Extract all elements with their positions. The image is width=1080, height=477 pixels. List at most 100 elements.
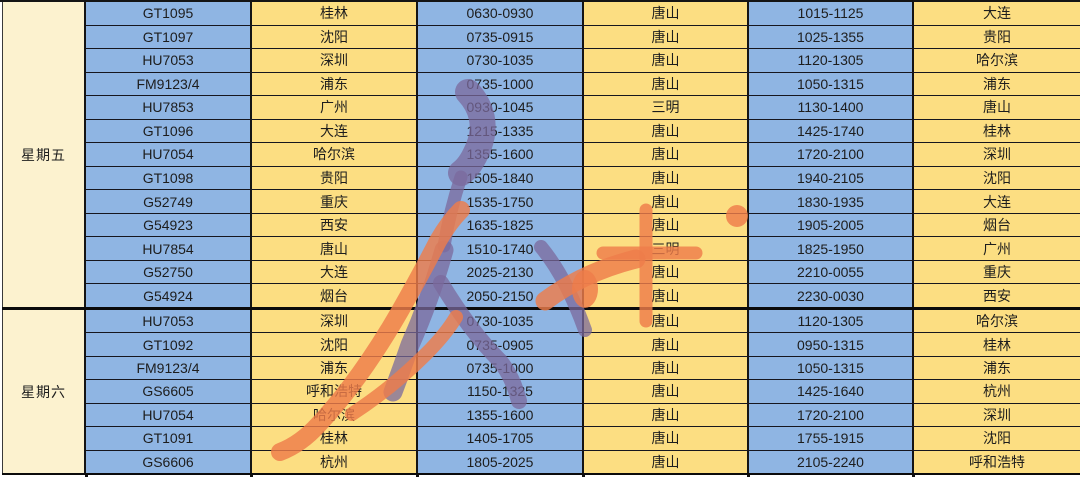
next-row-sliver <box>2 475 1080 477</box>
via-city-cell: 唐山 <box>584 166 749 190</box>
leg2-time-cell: 1425-1640 <box>749 380 914 403</box>
origin-city-cell: 桂林 <box>252 2 418 25</box>
table-row: FM9123/4 浦东 0735-1000 唐山 1050-1315 浦东 <box>86 356 1080 381</box>
destination-city-cell: 浦东 <box>914 356 1080 380</box>
via-city-cell: 三明 <box>584 237 749 260</box>
leg2-time-cell: 1050-1315 <box>749 72 914 96</box>
origin-city-cell: 烟台 <box>252 284 418 307</box>
via-city-cell: 唐山 <box>584 119 749 143</box>
flight-number-cell: HU7853 <box>86 96 252 119</box>
destination-city-cell: 沈阳 <box>914 166 1080 190</box>
leg2-time-cell: 1720-2100 <box>749 143 914 166</box>
flight-number-cell: GT1096 <box>86 119 252 143</box>
leg2-time-cell: 1755-1915 <box>749 427 914 450</box>
destination-city-cell: 深圳 <box>914 403 1080 427</box>
table-row: GT1096 大连 1215-1335 唐山 1425-1740 桂林 <box>86 119 1080 144</box>
leg2-time-cell: 1025-1355 <box>749 25 914 49</box>
origin-city-cell: 桂林 <box>252 427 418 450</box>
flight-number-cell: G54924 <box>86 284 252 307</box>
via-city-cell: 唐山 <box>584 450 749 473</box>
flight-number-cell: HU7854 <box>86 237 252 260</box>
leg1-time-cell: 0630-0930 <box>418 2 584 25</box>
via-city-cell: 唐山 <box>584 356 749 380</box>
saturday-group: 星期六 HU7053 深圳 0730-1035 唐山 1120-1305 哈尔滨… <box>2 310 1080 473</box>
destination-city-cell: 唐山 <box>914 96 1080 119</box>
destination-city-cell: 浦东 <box>914 72 1080 96</box>
table-row: GT1098 贵阳 1505-1840 唐山 1940-2105 沈阳 <box>86 166 1080 191</box>
via-city-cell: 唐山 <box>584 333 749 356</box>
origin-city-cell: 呼和浩特 <box>252 380 418 403</box>
leg1-time-cell: 1355-1600 <box>418 403 584 427</box>
via-city-cell: 唐山 <box>584 284 749 307</box>
table-row: G54923 西安 1635-1825 唐山 1905-2005 烟台 <box>86 213 1080 238</box>
leg2-time-cell: 1940-2105 <box>749 166 914 190</box>
origin-city-cell: 哈尔滨 <box>252 143 418 166</box>
leg2-time-cell: 1015-1125 <box>749 2 914 25</box>
via-city-cell: 唐山 <box>584 427 749 450</box>
destination-city-cell: 贵阳 <box>914 25 1080 49</box>
origin-city-cell: 深圳 <box>252 49 418 72</box>
leg1-time-cell: 1535-1750 <box>418 190 584 213</box>
flight-number-cell: G52749 <box>86 190 252 213</box>
table-row: HU7053 深圳 0730-1035 唐山 1120-1305 哈尔滨 <box>86 49 1080 73</box>
origin-city-cell: 沈阳 <box>252 333 418 356</box>
destination-city-cell: 杭州 <box>914 380 1080 403</box>
destination-city-cell: 哈尔滨 <box>914 310 1080 333</box>
leg1-time-cell: 0730-1035 <box>418 49 584 72</box>
leg1-time-cell: 0735-1000 <box>418 356 584 380</box>
leg1-time-cell: 1355-1600 <box>418 143 584 166</box>
via-city-cell: 唐山 <box>584 213 749 237</box>
leg2-time-cell: 1120-1305 <box>749 310 914 333</box>
flight-number-cell: GT1097 <box>86 25 252 49</box>
leg2-time-cell: 1720-2100 <box>749 403 914 427</box>
flight-number-cell: GS6605 <box>86 380 252 403</box>
leg2-time-cell: 2230-0030 <box>749 284 914 307</box>
destination-city-cell: 沈阳 <box>914 427 1080 450</box>
origin-city-cell: 大连 <box>252 119 418 143</box>
origin-city-cell: 广州 <box>252 96 418 119</box>
table-row: FM9123/4 浦东 0735-1000 唐山 1050-1315 浦东 <box>86 72 1080 97</box>
destination-city-cell: 桂林 <box>914 333 1080 356</box>
flight-number-cell: G54923 <box>86 213 252 237</box>
leg1-time-cell: 1405-1705 <box>418 427 584 450</box>
friday-rows: GT1095 桂林 0630-0930 唐山 1015-1125 大连 GT10… <box>86 2 1080 307</box>
leg1-time-cell: 2050-2150 <box>418 284 584 307</box>
leg2-time-cell: 1905-2005 <box>749 213 914 237</box>
flight-number-cell: FM9123/4 <box>86 72 252 96</box>
leg2-time-cell: 1830-1935 <box>749 190 914 213</box>
leg1-time-cell: 0735-0915 <box>418 25 584 49</box>
flight-number-cell: GS6606 <box>86 450 252 473</box>
leg2-time-cell: 1050-1315 <box>749 356 914 380</box>
flight-number-cell: HU7054 <box>86 403 252 427</box>
via-city-cell: 唐山 <box>584 143 749 166</box>
table-row: HU7053 深圳 0730-1035 唐山 1120-1305 哈尔滨 <box>86 310 1080 334</box>
table-row: G52750 大连 2025-2130 唐山 2210-0055 重庆 <box>86 260 1080 285</box>
leg1-time-cell: 1510-1740 <box>418 237 584 260</box>
table-row: GT1095 桂林 0630-0930 唐山 1015-1125 大连 <box>86 2 1080 26</box>
destination-city-cell: 呼和浩特 <box>914 450 1080 473</box>
table-row: GS6605 呼和浩特 1150-1325 唐山 1425-1640 杭州 <box>86 380 1080 404</box>
leg1-time-cell: 1150-1325 <box>418 380 584 403</box>
origin-city-cell: 沈阳 <box>252 25 418 49</box>
leg1-time-cell: 1505-1840 <box>418 166 584 190</box>
table-row: GT1092 沈阳 0735-0905 唐山 0950-1315 桂林 <box>86 333 1080 357</box>
destination-city-cell: 广州 <box>914 237 1080 260</box>
flight-number-cell: GT1095 <box>86 2 252 25</box>
origin-city-cell: 唐山 <box>252 237 418 260</box>
flight-number-cell: GT1092 <box>86 333 252 356</box>
via-city-cell: 唐山 <box>584 2 749 25</box>
destination-city-cell: 重庆 <box>914 260 1080 284</box>
day-label-saturday: 星期六 <box>2 310 86 473</box>
leg2-time-cell: 0950-1315 <box>749 333 914 356</box>
saturday-rows: HU7053 深圳 0730-1035 唐山 1120-1305 哈尔滨 GT1… <box>86 310 1080 473</box>
via-city-cell: 唐山 <box>584 380 749 403</box>
via-city-cell: 三明 <box>584 96 749 119</box>
table-row: GT1091 桂林 1405-1705 唐山 1755-1915 沈阳 <box>86 427 1080 451</box>
flight-number-cell: GT1098 <box>86 166 252 190</box>
origin-city-cell: 杭州 <box>252 450 418 473</box>
table-row: GS6606 杭州 1805-2025 唐山 2105-2240 呼和浩特 <box>86 450 1080 473</box>
destination-city-cell: 大连 <box>914 190 1080 213</box>
origin-city-cell: 浦东 <box>252 356 418 380</box>
